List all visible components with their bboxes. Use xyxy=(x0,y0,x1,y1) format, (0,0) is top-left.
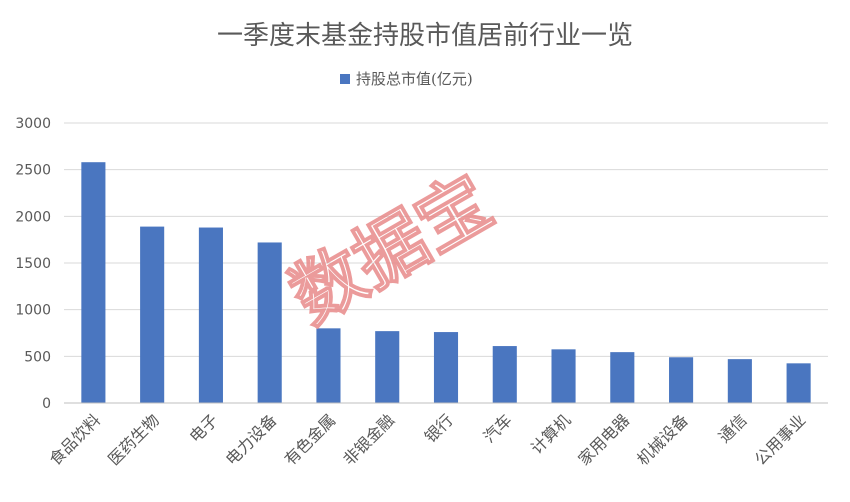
x-tick-label: 有色金属 xyxy=(281,410,340,469)
x-tick-label: 通信 xyxy=(715,410,751,446)
bar xyxy=(198,227,223,403)
bar xyxy=(81,162,106,403)
y-tick-label: 1000 xyxy=(15,303,51,319)
x-tick-label: 汽车 xyxy=(480,410,516,446)
bar xyxy=(727,359,752,403)
bar xyxy=(257,242,282,403)
y-tick-label: 0 xyxy=(42,396,51,412)
bar xyxy=(140,226,165,403)
bar xyxy=(786,363,811,403)
y-tick-label: 3000 xyxy=(15,116,51,132)
x-tick-label: 家用电器 xyxy=(574,410,633,469)
x-tick-label: 电子 xyxy=(186,410,222,446)
x-tick-label: 食品饮料 xyxy=(46,410,105,469)
bar xyxy=(375,331,400,403)
bar xyxy=(610,352,635,403)
chart-title: 一季度末基金持股市值居前行业一览 xyxy=(217,21,633,51)
legend: 持股总市值(亿元) xyxy=(340,70,473,88)
legend-swatch xyxy=(340,74,350,84)
x-tick-label: 电力设备 xyxy=(222,410,281,469)
x-tick-label: 银行 xyxy=(421,410,457,446)
bar xyxy=(433,332,459,403)
y-tick-label: 500 xyxy=(24,349,51,365)
x-tick-label: 公用事业 xyxy=(751,410,810,469)
gridlines xyxy=(64,122,828,357)
watermark: 数据宝 xyxy=(277,159,506,340)
x-tick-label: 医药生物 xyxy=(104,410,163,469)
x-axis-labels: 食品饮料 医药生物 电子 电力设备 有色金属 非银金融 银行 汽车 计算机 家用电器 机械设备 通信公… xyxy=(46,410,810,469)
legend-label: 持股总市值(亿元) xyxy=(356,70,473,88)
bar xyxy=(316,328,341,403)
y-tick-label: 1500 xyxy=(15,256,51,272)
y-tick-label: 2500 xyxy=(15,163,51,179)
x-tick-label: 机械设备 xyxy=(633,410,692,469)
bar xyxy=(551,349,576,403)
y-axis-ticks: 0 500 1000 1500 2000 2500 3000 xyxy=(15,116,51,412)
y-tick-label: 2000 xyxy=(15,209,51,225)
bar xyxy=(492,346,517,403)
x-tick-label: 计算机 xyxy=(527,410,574,457)
bars xyxy=(81,162,811,403)
x-tick-label: 非银金融 xyxy=(339,410,398,469)
bar xyxy=(669,357,694,403)
